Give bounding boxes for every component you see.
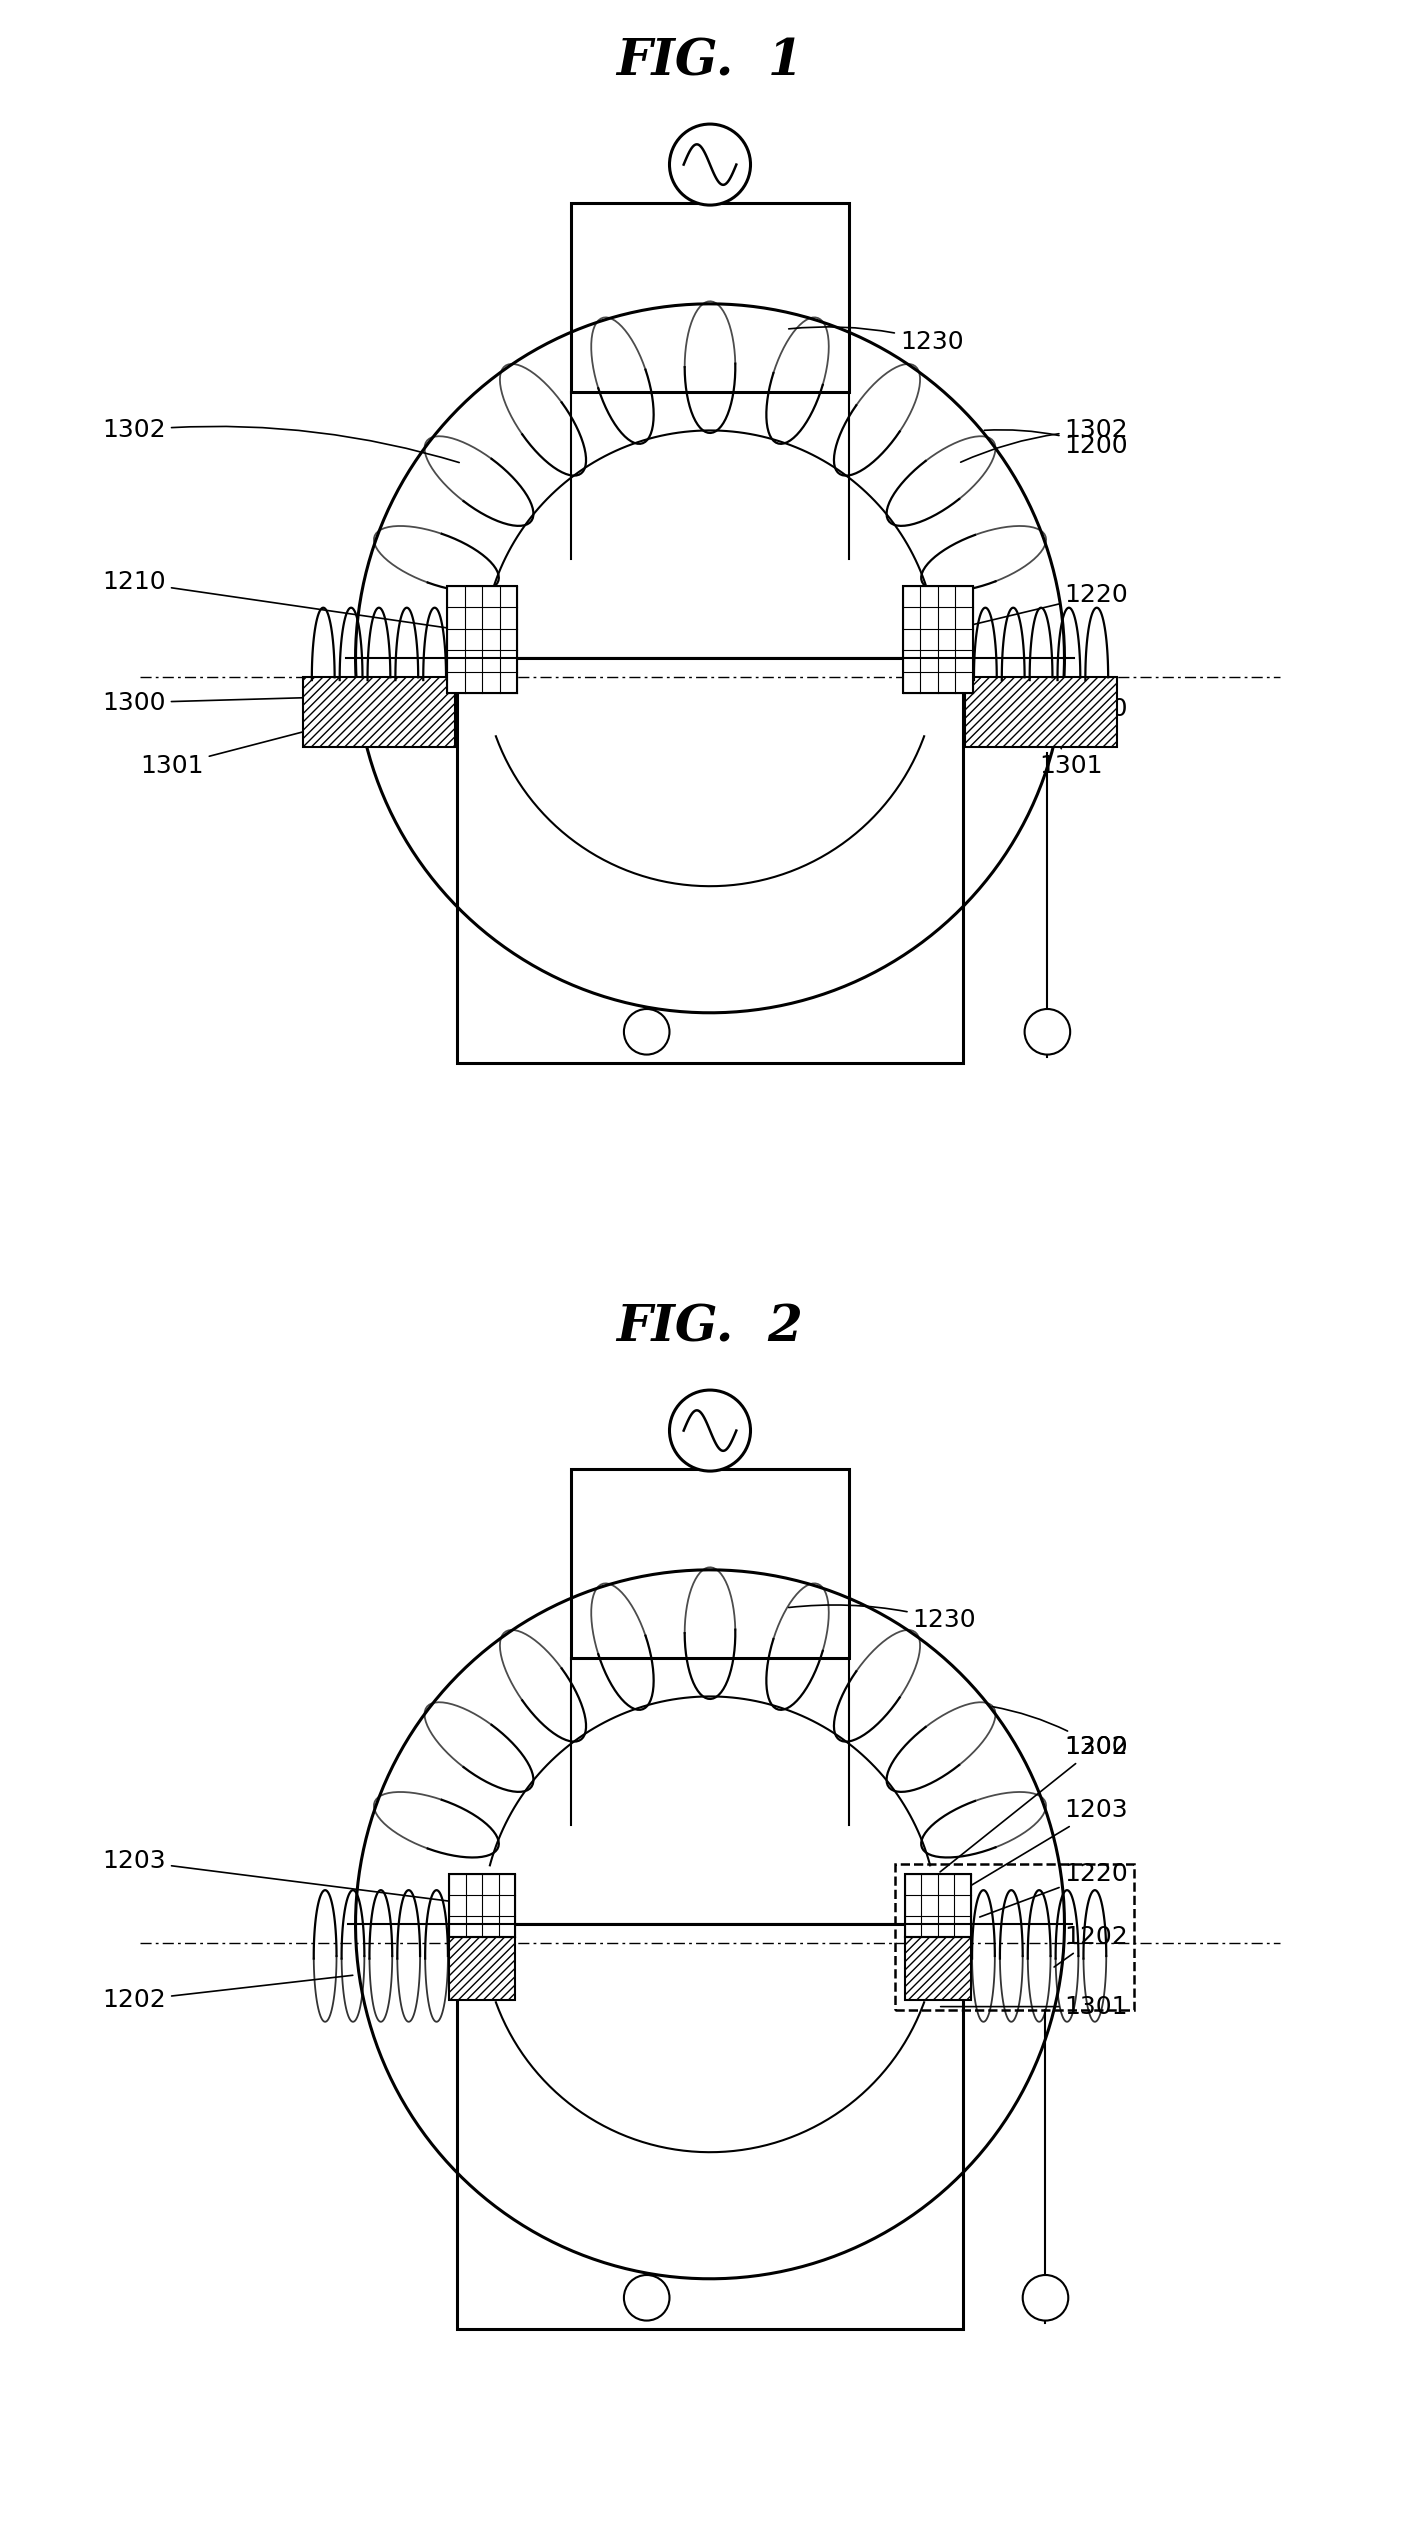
Text: 1302: 1302 — [940, 1734, 1127, 1871]
Text: 1210: 1210 — [102, 570, 480, 633]
Text: 1220: 1220 — [940, 582, 1129, 633]
Text: 1301: 1301 — [141, 714, 376, 777]
Bar — [457, 1924, 963, 2329]
Bar — [447, 585, 517, 694]
Bar — [571, 203, 849, 392]
Bar — [457, 658, 963, 1063]
Text: 1301: 1301 — [940, 1995, 1127, 2018]
Circle shape — [669, 1390, 751, 1471]
Text: 1301: 1301 — [1039, 714, 1103, 777]
Circle shape — [623, 2276, 669, 2322]
Bar — [449, 1937, 515, 2000]
Text: 1203: 1203 — [940, 1798, 1127, 1904]
Bar — [903, 585, 973, 694]
Bar — [302, 676, 454, 747]
Text: 1300: 1300 — [1065, 686, 1127, 722]
Circle shape — [1022, 2276, 1068, 2322]
Text: 1200: 1200 — [993, 1707, 1127, 1760]
Text: 1220: 1220 — [980, 1861, 1129, 1917]
Bar — [905, 1937, 971, 2000]
Text: 1202: 1202 — [102, 1975, 352, 2013]
Text: 1300: 1300 — [102, 691, 351, 714]
Text: 1302: 1302 — [102, 418, 459, 463]
Bar — [966, 676, 1118, 747]
Circle shape — [1025, 1008, 1071, 1053]
Text: 1202: 1202 — [1054, 1924, 1129, 1967]
Circle shape — [669, 124, 751, 205]
Circle shape — [623, 1008, 669, 1053]
Text: 1302: 1302 — [961, 418, 1127, 463]
Text: 1203: 1203 — [102, 1848, 480, 1904]
Text: 1200: 1200 — [984, 430, 1127, 458]
Bar — [895, 1864, 1135, 2010]
Text: FIG.  2: FIG. 2 — [616, 1304, 804, 1352]
Bar — [905, 1874, 971, 1937]
Text: 1230: 1230 — [788, 1605, 976, 1633]
Text: 1230: 1230 — [788, 327, 964, 354]
Bar — [449, 1874, 515, 1937]
Bar — [571, 1469, 849, 1658]
Text: FIG.  1: FIG. 1 — [616, 38, 804, 86]
